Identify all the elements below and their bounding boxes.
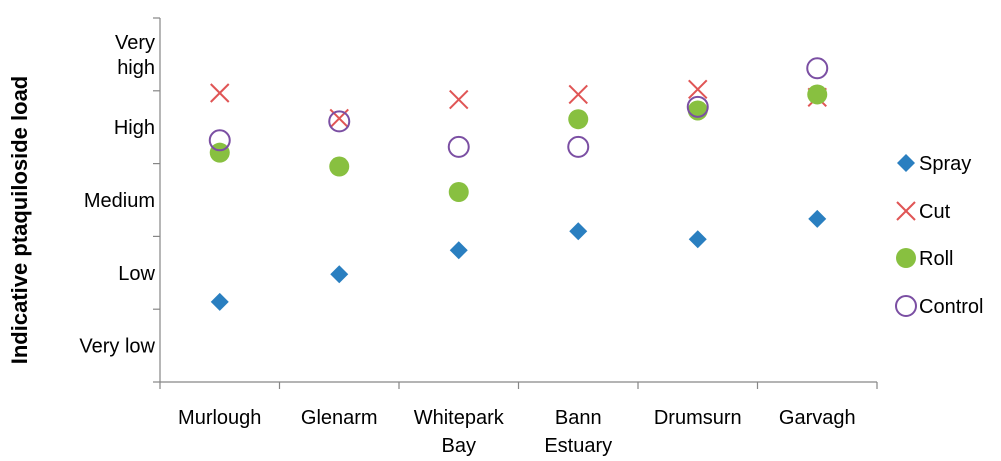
x-axis-ticks — [159, 382, 878, 389]
y-tick-label: Very high — [115, 32, 155, 79]
legend-marker-roll — [896, 248, 916, 268]
y-tick-label-line: Very — [115, 32, 155, 54]
y-axis-title: Indicative ptaquiloside load — [7, 76, 32, 365]
point-spray — [210, 292, 229, 311]
point-roll — [568, 109, 589, 130]
x-tick-label-line: Bann — [555, 407, 602, 429]
series-control — [208, 57, 829, 158]
y-tick-label: Very low — [79, 336, 155, 358]
point-control — [806, 57, 829, 80]
point-roll — [807, 84, 828, 105]
point-cut — [568, 84, 588, 105]
y-tick-label: High — [114, 117, 155, 139]
x-tick-label-line: Garvagh — [779, 407, 856, 429]
legend-marker-control — [895, 295, 917, 317]
legend-item-spray: Spray — [897, 153, 971, 175]
x-stroke — [449, 89, 469, 110]
x-tick-label: Bann Estuary — [544, 407, 612, 457]
x-tick-label-line: Murlough — [178, 407, 261, 429]
axes — [159, 18, 877, 383]
legend-label: Control — [919, 296, 983, 318]
x-tick-label-line: Bay — [442, 435, 476, 457]
y-tick-label: Low — [118, 263, 155, 285]
x-stroke — [688, 79, 708, 100]
point-control — [208, 129, 231, 152]
legend-marker-spray — [897, 154, 915, 172]
point-cut — [449, 89, 469, 110]
point-cut — [688, 79, 708, 100]
series-cut — [210, 79, 827, 129]
point-spray — [449, 241, 468, 260]
point-control — [567, 135, 590, 158]
legend-marker-cut — [896, 201, 916, 221]
x-stroke — [210, 83, 230, 103]
y-tick-label-line: Very low — [79, 336, 155, 358]
x-tick-label-line: Whitepark — [414, 407, 505, 429]
point-roll — [329, 156, 350, 177]
legend-label: Roll — [919, 248, 953, 270]
point-roll — [448, 181, 469, 202]
x-tick-label: Murlough — [178, 407, 261, 429]
x-tick-label: Drumsurn — [654, 407, 742, 429]
legend-item-cut: Cut — [896, 201, 951, 223]
legend-item-roll: Roll — [896, 248, 953, 270]
point-spray — [569, 222, 588, 241]
x-tick-label: Glenarm — [301, 407, 378, 429]
x-axis-tick-labels: Murlough Glenarm Whitepark Bay Bann Estuary Dr… — [178, 407, 856, 457]
series-roll — [209, 84, 828, 202]
y-tick-label-line: high — [117, 57, 155, 79]
x-tick-label-line: Drumsurn — [654, 407, 742, 429]
x-tick-label-line: Estuary — [544, 435, 612, 457]
point-control — [447, 135, 470, 158]
point-spray — [808, 209, 827, 228]
data-points — [208, 57, 829, 311]
legend-item-control: Control — [895, 295, 983, 318]
point-roll — [209, 142, 230, 163]
y-tick-label-line: Low — [118, 263, 155, 285]
series-spray — [210, 209, 827, 311]
y-axis-ticks — [153, 17, 160, 383]
y-tick-label-line: High — [114, 117, 155, 139]
y-tick-label-line: Medium — [84, 190, 155, 212]
point-control — [686, 95, 709, 118]
y-axis-tick-labels: Very low Low Medium High Very high — [79, 32, 155, 358]
point-spray — [330, 265, 349, 284]
legend-label: Spray — [919, 153, 971, 175]
x-stroke — [896, 201, 916, 221]
legend-label: Cut — [919, 201, 951, 223]
x-stroke — [568, 84, 588, 105]
legend: Spray Cut Roll Control — [895, 153, 983, 318]
point-cut — [210, 83, 230, 103]
y-tick-label: Medium — [84, 190, 155, 212]
point-spray — [688, 230, 707, 249]
x-tick-label-line: Glenarm — [301, 407, 378, 429]
x-tick-label: Whitepark Bay — [414, 407, 505, 457]
x-tick-label: Garvagh — [779, 407, 856, 429]
point-control — [328, 110, 351, 133]
